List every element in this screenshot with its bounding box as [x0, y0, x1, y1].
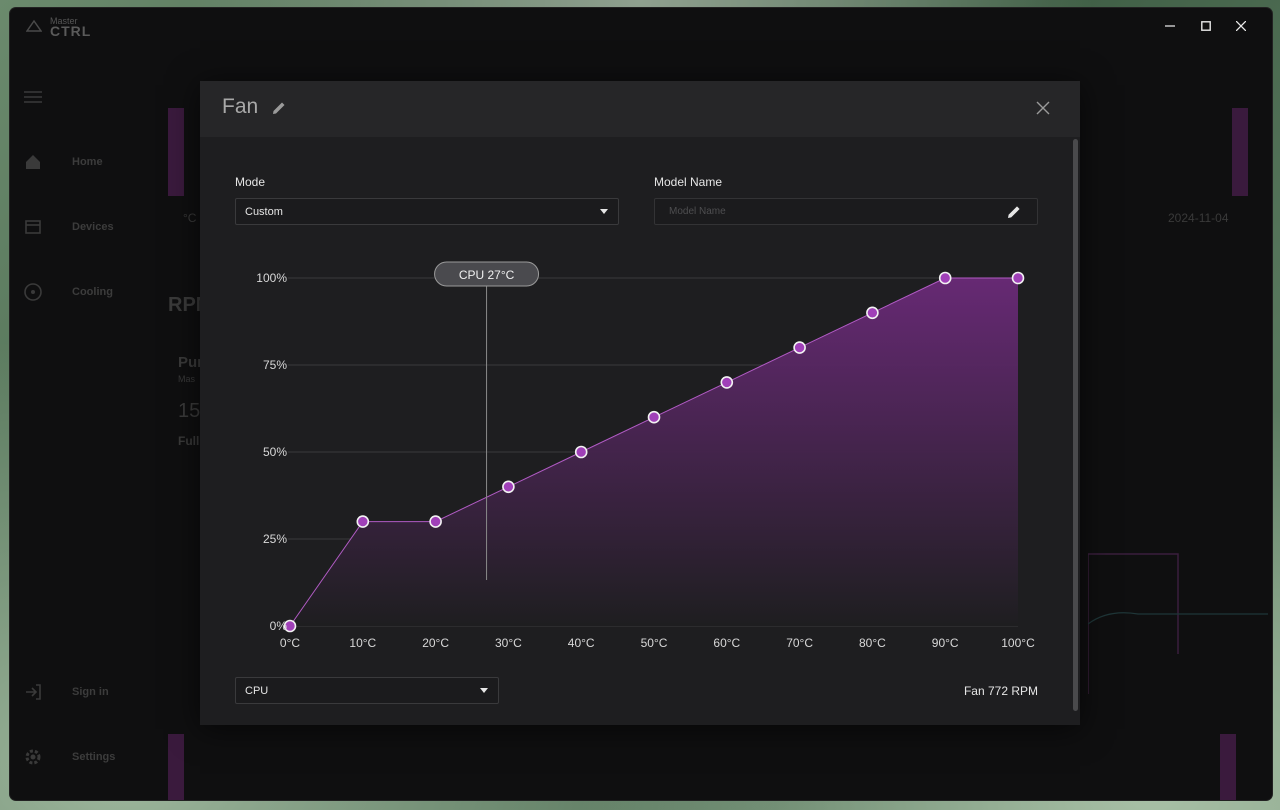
edit-title-icon[interactable] — [272, 101, 286, 115]
maximize-icon — [1201, 21, 1211, 31]
edit-model-name-icon[interactable] — [1006, 204, 1022, 220]
mode-label: Mode — [235, 175, 266, 189]
model-name-input[interactable] — [654, 198, 1038, 225]
close-dialog-icon[interactable] — [1036, 101, 1050, 115]
drag-handle-top-left — [168, 108, 184, 196]
mode-select-value: Custom — [245, 205, 283, 218]
sensor-select-value: CPU — [245, 684, 269, 697]
x-tick-label: 40°C — [568, 636, 595, 650]
chevron-down-icon — [600, 209, 608, 214]
y-tick-label: 100% — [256, 271, 287, 285]
curve-point-9[interactable] — [938, 271, 952, 285]
logo-small-text: Master — [50, 16, 78, 26]
x-tick-label: 20°C — [422, 636, 449, 650]
indicator-badge — [434, 261, 540, 287]
y-tick-label: 75% — [263, 358, 287, 372]
dialog-scrollbar[interactable] — [1073, 139, 1078, 711]
indicator-label: CPU 27°C — [459, 268, 515, 282]
drag-handle-top-right — [1232, 108, 1248, 196]
curve-point-0[interactable] — [283, 619, 297, 633]
curve-point-1[interactable] — [356, 515, 370, 528]
model-name-label: Model Name — [654, 175, 723, 189]
curve-point-3[interactable] — [502, 480, 515, 494]
drag-handle-bottom-left — [168, 734, 184, 800]
fan-icon — [24, 283, 42, 301]
y-tick-label: 50% — [263, 445, 287, 459]
title-bar: Master CTRL — [10, 8, 1272, 44]
sidebar-item-label: Devices — [72, 221, 114, 233]
sidebar-menu-toggle[interactable] — [24, 88, 42, 106]
sidebar-item-label: Cooling — [72, 286, 113, 298]
curve-points — [283, 271, 1025, 633]
sidebar-item-sign-in[interactable]: Sign in — [24, 683, 109, 701]
y-axis-ticks: 0% 25% 50% 75% 100% — [256, 271, 287, 633]
x-tick-label: 100°C — [1001, 636, 1035, 650]
background-date: 2024-11-04 — [1168, 211, 1229, 225]
x-tick-label: 0°C — [280, 636, 300, 650]
background-graph — [1088, 553, 1268, 694]
x-tick-label: 30°C — [495, 636, 522, 650]
sidebar-item-label: Sign in — [72, 686, 109, 698]
sensor-select[interactable]: CPU — [235, 677, 499, 704]
x-tick-label: 80°C — [859, 636, 886, 650]
menu-icon — [24, 88, 42, 106]
close-window-button[interactable] — [1229, 14, 1253, 38]
sidebar-item-label: Home — [72, 156, 103, 168]
background-content: 2024-11-04 °C RPM Pur Mas 15 Full — [168, 44, 1272, 800]
x-axis-ticks: 0°C 10°C 20°C 30°C 40°C 50°C 60°C 70°C 80°C 90°C 1… — [280, 636, 1035, 650]
curve-point-6[interactable] — [720, 376, 734, 389]
dialog-title: Fan — [222, 95, 259, 118]
x-tick-label: 60°C — [713, 636, 740, 650]
gear-icon — [24, 748, 42, 766]
minimize-icon — [1165, 25, 1175, 27]
fan-rpm-readout: Fan 772 RPM — [963, 684, 1038, 698]
chevron-down-icon — [480, 688, 488, 693]
background-card-subtitle: Mas — [178, 374, 196, 384]
drag-handle-bottom-right — [1220, 734, 1236, 800]
app-logo: Master CTRL — [26, 16, 92, 39]
logo-icon — [26, 19, 42, 32]
mode-select[interactable]: Custom — [235, 198, 619, 225]
dialog-header: Fan — [200, 81, 1080, 137]
background-unit: °C — [183, 211, 197, 225]
sidebar-item-home[interactable]: Home — [24, 153, 103, 171]
background-card-title: Pur — [178, 354, 204, 371]
sidebar-item-devices[interactable]: Devices — [24, 218, 114, 236]
x-tick-label: 90°C — [932, 636, 959, 650]
fan-curve-area — [290, 278, 1018, 626]
curve-point-8[interactable] — [866, 306, 879, 320]
temperature-indicator: CPU 27°C — [434, 261, 540, 580]
curve-point-2[interactable] — [429, 515, 442, 528]
logo-big-text: CTRL — [50, 23, 92, 39]
curve-point-7[interactable] — [793, 341, 806, 354]
x-tick-label: 50°C — [641, 636, 668, 650]
maximize-button[interactable] — [1194, 14, 1218, 38]
y-tick-label: 0% — [270, 619, 288, 633]
sidebar-item-settings[interactable]: Settings — [24, 748, 115, 766]
curve-point-4[interactable] — [574, 445, 588, 459]
y-tick-label: 25% — [263, 532, 287, 546]
background-card-value: 15 — [178, 400, 201, 422]
curve-point-5[interactable] — [647, 410, 661, 424]
home-icon — [24, 153, 42, 171]
sidebar: Home Devices Cooling Sign in Settings — [10, 44, 160, 800]
x-tick-label: 70°C — [786, 636, 813, 650]
curve-point-10[interactable] — [1011, 271, 1025, 285]
fan-curve-chart: CPU 27°C 0°C 10°C 20°C 30°C 40°C 50°C 60°C 70°C… — [256, 261, 1035, 650]
close-window-icon — [1236, 21, 1246, 31]
background-card-footer: Full — [178, 434, 200, 448]
sidebar-item-cooling[interactable]: Cooling — [24, 283, 113, 301]
minimize-button[interactable] — [1158, 14, 1182, 38]
x-tick-label: 10°C — [349, 636, 376, 650]
sign-in-icon — [24, 683, 42, 701]
sidebar-item-label: Settings — [72, 751, 116, 763]
devices-icon — [24, 218, 42, 236]
